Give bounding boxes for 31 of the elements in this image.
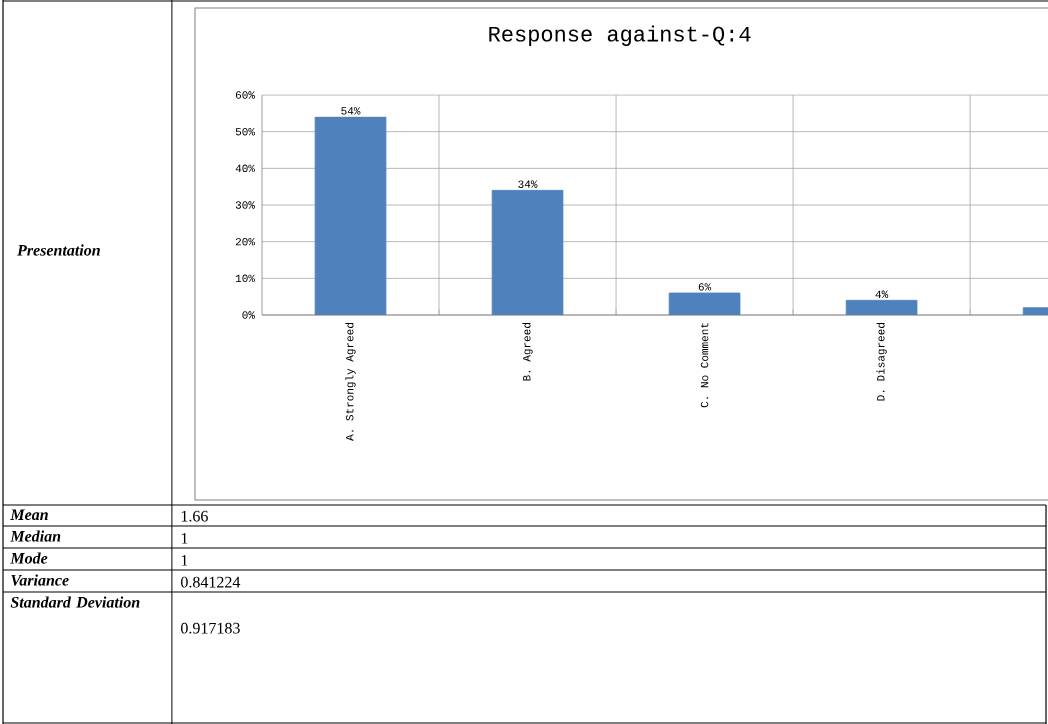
bar bbox=[314, 116, 387, 315]
bar bbox=[668, 292, 741, 315]
y-tick-label: 60% bbox=[235, 91, 255, 99]
text: 1.66 bbox=[181, 510, 208, 522]
data-label: 34% bbox=[518, 180, 538, 188]
y-tick-label: 50% bbox=[235, 127, 255, 136]
y-tick-label: 0% bbox=[242, 311, 255, 319]
text: Presentation bbox=[17, 244, 100, 256]
text: Median bbox=[10, 530, 61, 542]
x-tick-label: C. No Comment bbox=[700, 323, 709, 408]
text: Variance bbox=[11, 574, 69, 586]
text: 1 bbox=[181, 533, 188, 544]
text: 1 bbox=[181, 555, 188, 566]
x-tick-label: B. Agreed bbox=[522, 323, 533, 381]
data-label: 54% bbox=[341, 107, 361, 115]
x-tick-label: A. Strongly Agreed bbox=[345, 323, 356, 441]
text: Mode bbox=[10, 552, 48, 564]
text: Mean bbox=[10, 509, 48, 521]
x-tick-label: D. Disagreed bbox=[876, 323, 887, 401]
bar bbox=[845, 299, 918, 315]
text: 0.917183 bbox=[181, 622, 240, 634]
bar bbox=[491, 189, 564, 315]
text: Standard Deviation bbox=[10, 596, 140, 608]
data-label: 6% bbox=[698, 283, 712, 291]
text: 0.841224 bbox=[181, 576, 241, 588]
y-tick-label: 30% bbox=[235, 201, 255, 209]
y-tick-label: 20% bbox=[235, 237, 255, 246]
chart-title: Response against-Q:4 bbox=[489, 25, 751, 46]
data-label: 4% bbox=[875, 290, 889, 298]
y-tick-label: 10% bbox=[235, 274, 255, 283]
y-tick-label: 40% bbox=[235, 164, 255, 173]
